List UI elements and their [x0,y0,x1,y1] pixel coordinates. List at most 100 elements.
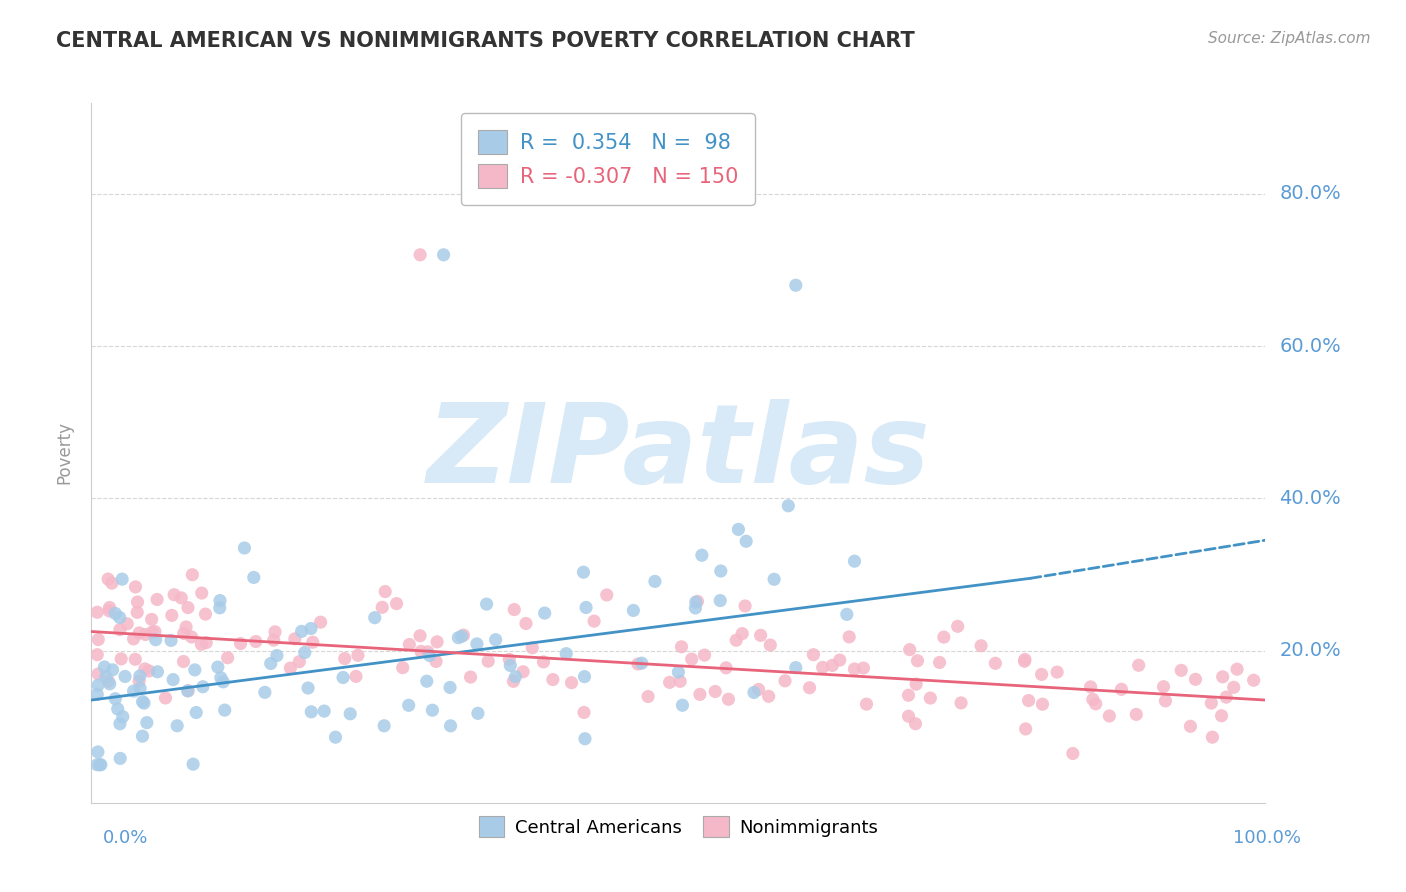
Point [86,605,108,619]
Point [385,597,408,611]
Point [87,745,110,759]
Y-axis label: Poverty: Poverty [55,421,73,484]
Point [710,564,733,578]
Point [644,574,666,589]
Point [515,616,537,631]
Point [374,584,396,599]
Point [828,653,851,667]
Point [725,633,748,648]
Point [432,248,454,262]
Point [1215,690,1237,705]
Point [485,632,508,647]
Point [1212,670,1234,684]
Point [294,646,316,660]
Point [533,655,555,669]
Point [920,691,942,706]
Point [93,660,115,674]
Point [266,648,288,663]
Point [209,671,232,685]
Point [666,665,689,679]
Point [714,661,737,675]
Point [86,757,108,772]
Point [195,635,218,649]
Point [114,669,136,683]
Point [217,650,239,665]
Point [905,677,928,691]
Point [1201,730,1223,744]
Point [734,599,756,613]
Point [344,669,367,683]
Point [1014,654,1036,668]
Point [208,593,231,607]
Point [170,591,193,605]
Point [416,674,439,689]
Text: 0.0%: 0.0% [103,829,148,847]
Point [132,696,155,710]
Point [669,674,692,689]
Point [141,625,163,640]
Point [932,630,955,644]
Point [898,642,921,657]
Point [87,667,110,681]
Point [838,630,860,644]
Point [907,654,929,668]
Point [742,685,765,699]
Point [128,669,150,683]
Point [184,663,207,677]
Point [758,690,780,704]
Point [280,661,302,675]
Point [773,673,796,688]
Point [658,675,681,690]
Point [835,607,858,622]
Point [946,619,969,633]
Point [143,624,166,639]
Point [186,706,208,720]
Point [709,593,731,607]
Point [803,648,825,662]
Point [460,670,482,684]
Point [681,652,703,666]
Point [1014,722,1036,736]
Point [477,654,499,668]
Point [1018,693,1040,707]
Point [364,610,387,624]
Point [243,570,266,584]
Point [160,633,183,648]
Point [309,615,332,630]
Point [373,719,395,733]
Point [416,645,439,659]
Point [904,716,927,731]
Point [627,657,650,671]
Point [122,632,145,646]
Point [1184,673,1206,687]
Point [253,685,276,699]
Point [671,698,693,713]
Point [124,652,146,666]
Text: CENTRAL AMERICAN VS NONIMMIGRANTS POVERTY CORRELATION CHART: CENTRAL AMERICAN VS NONIMMIGRANTS POVERT… [56,31,915,51]
Point [759,638,782,652]
Point [299,622,322,636]
Point [821,658,844,673]
Point [194,607,217,621]
Point [422,703,444,717]
Point [637,690,659,704]
Point [89,757,111,772]
Point [671,640,693,654]
Point [180,630,202,644]
Text: Source: ZipAtlas.com: Source: ZipAtlas.com [1208,31,1371,46]
Point [371,600,394,615]
Point [134,627,156,641]
Point [177,600,200,615]
Point [897,688,920,702]
Point [214,703,236,717]
Point [163,588,186,602]
Point [439,681,461,695]
Point [630,656,652,670]
Point [108,751,131,765]
Point [1084,697,1107,711]
Point [499,658,522,673]
Point [173,626,195,640]
Point [87,632,110,647]
Point [191,680,214,694]
Point [1180,719,1202,733]
